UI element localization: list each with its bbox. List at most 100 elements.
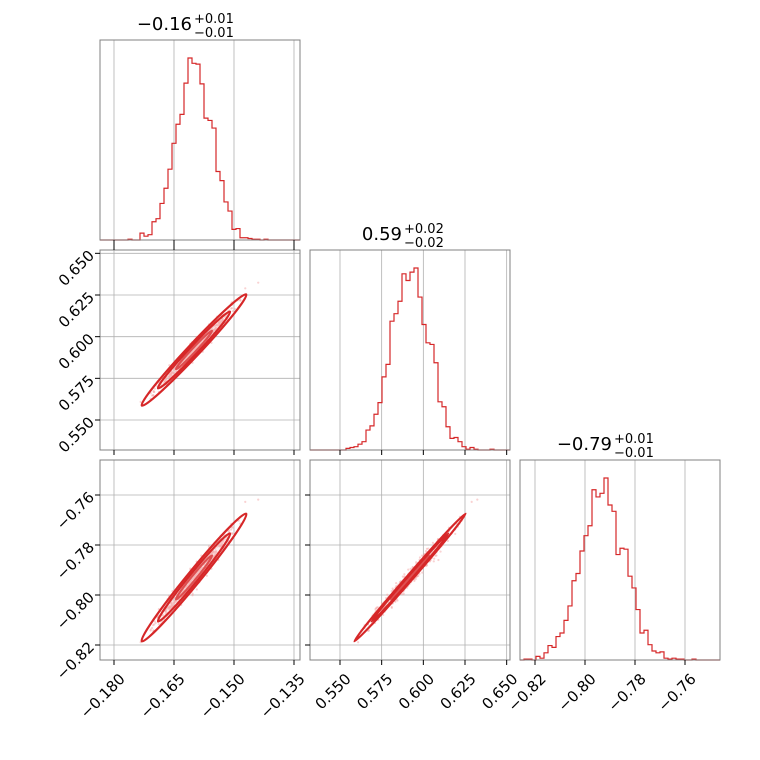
sample-point: [167, 608, 171, 611]
hist-frame-0: [99, 39, 301, 241]
sample-point: [174, 600, 177, 603]
sample-point: [417, 574, 420, 577]
sample-point: [439, 550, 442, 553]
sample-point: [454, 532, 457, 536]
sample-point: [195, 588, 198, 591]
xtick-label-1-2: 0.600: [395, 670, 438, 713]
scatter-grid-1: [100, 460, 300, 660]
sample-point: [476, 498, 479, 501]
sample-point: [414, 578, 417, 581]
title-lower-2: −0.01: [614, 446, 654, 461]
sample-point: [153, 387, 156, 390]
sample-point: [431, 541, 435, 544]
ytick-label-1-2: 0.600: [55, 330, 98, 373]
title-value-1: 0.59: [362, 224, 402, 245]
scatter-frame-2: [309, 459, 511, 661]
hist-frame-1: [309, 249, 511, 451]
sample-point: [187, 354, 190, 358]
sample-point: [391, 587, 394, 590]
sample-point: [215, 326, 218, 330]
sample-point: [200, 567, 203, 570]
sample-point: [418, 556, 422, 559]
title-upper-0: +0.01: [194, 12, 234, 27]
sample-point: [470, 500, 473, 503]
sample-point: [218, 320, 221, 324]
sample-point: [210, 341, 213, 344]
scatter-grid-0: [100, 250, 300, 450]
param-title-0: −0.16 +0.01−0.01: [137, 12, 234, 41]
sample-point: [153, 623, 156, 626]
sample-point: [191, 594, 194, 597]
sample-point: [211, 550, 215, 553]
contour-2-2: [353, 512, 467, 643]
ytick-label-2-0: −0.82: [53, 638, 98, 683]
param-title-2: −0.79 +0.01−0.01: [557, 432, 654, 461]
contour-0-0: [174, 329, 214, 371]
xtick-label-1-0: 0.550: [312, 670, 355, 713]
scatter-grid-2: [310, 460, 510, 660]
sample-point: [196, 344, 199, 348]
sample-point: [230, 532, 234, 535]
ytick-label-2-2: −0.78: [53, 538, 98, 583]
xtick-label-0-0: −0.180: [77, 670, 129, 722]
sample-point: [375, 607, 378, 610]
sample-point: [427, 547, 430, 550]
scatter-frame-0: [99, 249, 301, 451]
sample-point: [257, 281, 260, 284]
sample-point: [190, 351, 193, 354]
hist-grid-0: [113, 40, 295, 240]
sample-point: [437, 558, 440, 562]
sample-point: [170, 602, 173, 605]
scatter-panel-0-1: [95, 245, 301, 455]
sample-point: [231, 309, 234, 313]
sample-point: [171, 604, 174, 607]
sample-point: [218, 323, 221, 326]
ytick-label-1-4: 0.650: [55, 247, 98, 290]
xtick-label-1-1: 0.575: [353, 670, 396, 713]
sample-point: [230, 307, 234, 310]
sample-point: [192, 576, 195, 579]
sample-point: [213, 551, 216, 554]
sample-point: [216, 324, 220, 327]
title-upper-2: +0.01: [614, 432, 654, 447]
sample-point: [432, 560, 435, 563]
contour-1-2: [140, 512, 248, 643]
sample-point: [233, 307, 237, 311]
sample-point: [446, 539, 450, 543]
sample-point: [407, 568, 410, 571]
title-upper-1: +0.02: [404, 222, 444, 237]
sample-point: [198, 569, 201, 572]
sample-point: [390, 606, 393, 609]
sample-point: [218, 545, 221, 548]
sample-point: [421, 571, 424, 574]
sample-point: [154, 621, 157, 625]
ytick-label-1-3: 0.625: [55, 288, 98, 331]
sample-point: [420, 554, 424, 557]
param-title-1: 0.59 +0.02−0.02: [362, 222, 444, 251]
ytick-label-2-1: −0.80: [53, 588, 98, 633]
sample-point: [239, 299, 242, 302]
xtick-label-2-3: −0.76: [655, 670, 700, 715]
sample-point: [152, 390, 155, 393]
sample-point: [257, 498, 260, 501]
ytick-label-1-0: 0.550: [55, 413, 98, 456]
hist-grid-1: [339, 250, 508, 450]
xtick-label-1-3: 0.625: [437, 670, 480, 713]
sample-point: [150, 394, 154, 397]
ytick-label-1-1: 0.575: [55, 372, 98, 415]
scatter-panel-0-2: [95, 459, 301, 665]
xtick-label-2-1: −0.80: [555, 670, 600, 715]
hist-frame-2: [519, 459, 721, 661]
sample-point: [394, 600, 397, 603]
contour-0-1: [156, 310, 232, 390]
title-lower-1: −0.02: [404, 236, 444, 251]
tick-labels: 0.5500.5750.6000.6250.650−0.82−0.80−0.78…: [53, 247, 700, 722]
sample-point: [207, 545, 211, 548]
histogram-0: [100, 57, 300, 241]
histogram-panel-1: 0.59 +0.02−0.02: [309, 222, 511, 455]
sample-point: [150, 626, 154, 630]
histogram-panel-0: −0.16 +0.01−0.01: [99, 12, 301, 245]
sample-point: [403, 573, 406, 576]
sample-point: [172, 372, 175, 375]
